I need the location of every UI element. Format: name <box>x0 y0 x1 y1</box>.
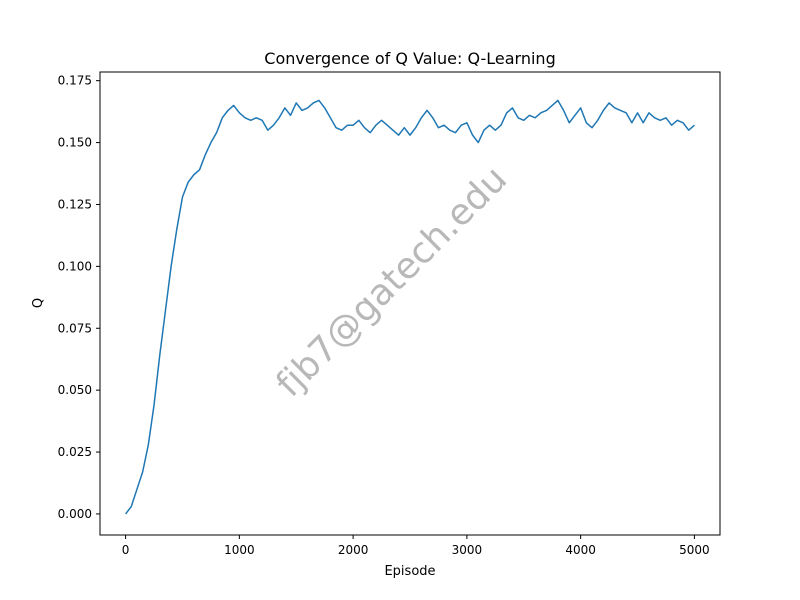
y-tick-label: 0.025 <box>58 445 92 459</box>
x-tick-label: 1000 <box>224 543 255 557</box>
x-axis: 0 1000 2000 3000 4000 5000 <box>122 535 710 557</box>
x-axis-title: Episode <box>384 564 435 579</box>
x-tick-label: 3000 <box>452 543 483 557</box>
x-tick-label: 0 <box>122 543 130 557</box>
y-axis: 0.000 0.025 0.050 0.075 0.100 0.125 0.150 0.175 <box>58 74 100 521</box>
y-tick-label: 0.150 <box>58 136 92 150</box>
y-tick-label: 0.075 <box>58 321 92 335</box>
y-tick-label: 0.125 <box>58 197 92 211</box>
x-tick-label: 5000 <box>679 543 710 557</box>
y-axis-title: Q <box>31 298 46 308</box>
series-line-0 <box>125 99 695 515</box>
y-tick-label: 0.050 <box>58 383 92 397</box>
y-tick-label: 0.175 <box>58 74 92 88</box>
x-tick-label: 4000 <box>565 543 596 557</box>
chart-title: Convergence of Q Value: Q-Learning <box>264 49 555 68</box>
x-tick-label: 2000 <box>338 543 369 557</box>
series-layer <box>125 99 695 515</box>
y-tick-label: 0.000 <box>58 507 92 521</box>
y-tick-label: 0.100 <box>58 259 92 273</box>
plot-frame <box>99 71 721 536</box>
